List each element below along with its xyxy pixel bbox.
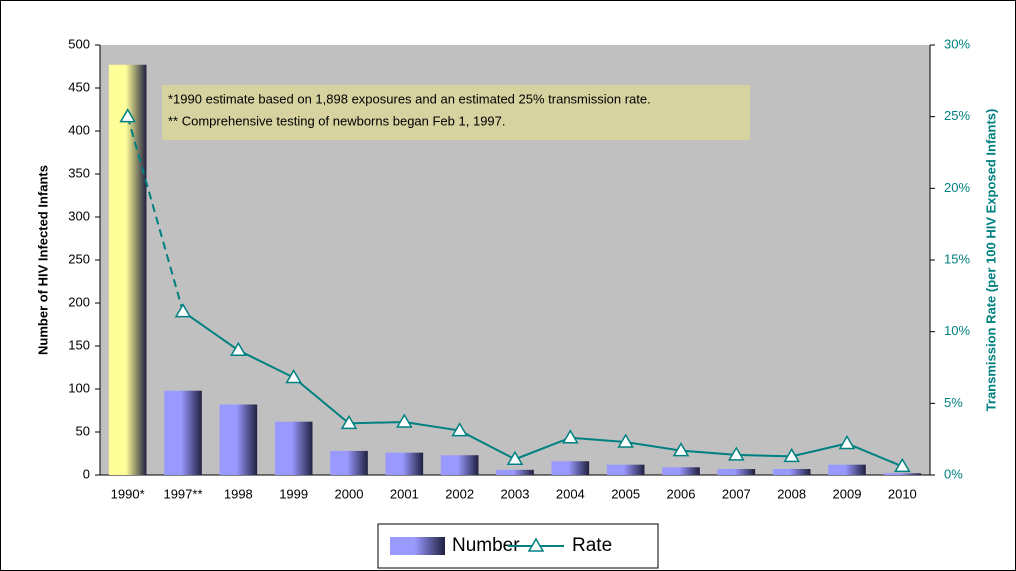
legend-swatch [390,537,445,555]
legend-marker [527,537,545,552]
x-tick-label: 2006 [667,486,696,501]
x-tick-label: 2010 [888,486,917,501]
bar [164,390,202,475]
x-tick-label: 2007 [722,486,751,501]
x-tick-label: 1990* [111,486,145,501]
rate-marker [230,341,247,357]
rate-marker [174,303,192,318]
y2-tick-label: 15% [944,251,970,266]
x-tick-label: 2001 [390,486,419,501]
legend-label: Rate [572,535,612,556]
y-tick-label: 250 [68,251,90,266]
y-axis-label: Number of HIV Infected Infants [35,165,50,355]
bar [551,461,590,475]
y2-tick-label: 25% [944,108,970,123]
annotation: ** Comprehensive testing of newborns beg… [168,113,506,128]
bar [440,455,479,475]
rate-marker [119,108,136,123]
bar [330,450,368,475]
rate-marker [838,434,856,450]
rate-marker [728,446,745,461]
y-tick-label: 100 [68,380,90,395]
x-tick-label: 2003 [501,486,530,501]
rate-line [182,310,903,468]
bar [606,464,645,475]
y2-tick-label: 30% [944,36,970,51]
bar [108,64,147,475]
x-tick-label: 1998 [224,486,253,501]
rate-marker [562,429,579,444]
annotation-box [162,85,750,140]
bar [772,468,811,475]
x-tick-label: 2000 [335,486,364,501]
rate-marker [783,447,800,463]
rate-marker [396,413,413,428]
y-tick-label: 0 [83,466,90,481]
y2-tick-label: 5% [944,395,963,410]
rate-marker [894,457,911,473]
bar [717,468,756,475]
bar [274,421,313,475]
x-tick-label: 2005 [611,486,640,501]
legend-label: Number [452,535,520,556]
x-tick-label: 1997** [163,486,202,501]
x-tick-label: 2004 [556,486,585,501]
y-tick-label: 150 [68,337,90,352]
bar [219,404,258,475]
bar [883,473,922,475]
rate-marker [340,414,358,430]
y-tick-label: 50 [76,423,90,438]
bar [496,469,534,475]
x-tick-label: 2002 [445,486,474,501]
x-tick-label: 2009 [833,486,862,501]
y2-tick-label: 10% [944,323,970,338]
rate-marker [285,369,302,384]
rate-marker [451,422,468,437]
y2-tick-label: 0% [944,466,963,481]
rate-marker [617,433,634,448]
annotation: *1990 estimate based on 1,898 exposures … [168,91,651,106]
bar [385,452,424,475]
y-tick-label: 200 [68,294,90,309]
y-tick-label: 450 [68,79,90,94]
bar [828,464,866,475]
y-tick-label: 500 [68,36,90,51]
y2-tick-label: 20% [944,180,970,195]
y2-axis-label: Transmission Rate (per 100 HIV Exposed I… [983,109,998,412]
rate-line [126,116,184,312]
y-tick-label: 400 [68,122,90,137]
x-tick-label: 2008 [777,486,806,501]
rate-marker [672,442,690,457]
rate-marker [506,450,524,465]
y-tick-label: 350 [68,165,90,180]
x-tick-label: 1999 [279,486,308,501]
y-tick-label: 300 [68,208,90,223]
bar [662,467,700,475]
